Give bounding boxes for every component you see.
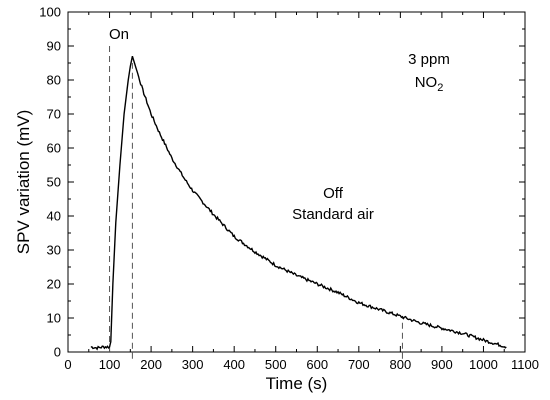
y-tick-label: 80 bbox=[47, 73, 61, 88]
y-tick-labels: 0 10 20 30 40 50 60 70 80 90 100 bbox=[39, 5, 61, 360]
x-tick-label: 500 bbox=[265, 357, 287, 372]
series-line-spv bbox=[90, 55, 507, 351]
y-tick-label: 50 bbox=[47, 175, 61, 190]
annotation-gas-subscript: 2 bbox=[437, 82, 443, 94]
event-markers bbox=[109, 46, 403, 359]
x-tick-label: 100 bbox=[99, 357, 121, 372]
y-tick-label: 20 bbox=[47, 277, 61, 292]
y-axis-title: SPV variation (mV) bbox=[14, 110, 33, 255]
x-tick-label: 1000 bbox=[469, 357, 498, 372]
x-axis-title: Time (s) bbox=[266, 374, 328, 393]
annotation-gas: NO2 bbox=[415, 74, 444, 94]
x-tick-label: 900 bbox=[431, 357, 453, 372]
y-tick-label: 100 bbox=[39, 5, 61, 20]
y-tick-label: 40 bbox=[47, 209, 61, 224]
annotation-off: Off bbox=[323, 185, 344, 202]
x-tick-label: 400 bbox=[223, 357, 245, 372]
y-tick-label: 0 bbox=[54, 345, 61, 360]
x-tick-label: 200 bbox=[140, 357, 162, 372]
annotation-concentration: 3 ppm bbox=[408, 51, 450, 68]
y-tick-label: 70 bbox=[47, 107, 61, 122]
x-tick-label: 600 bbox=[306, 357, 328, 372]
x-tick-label: 700 bbox=[348, 357, 370, 372]
x-tick-label: 1100 bbox=[511, 357, 539, 372]
y-tick-label: 60 bbox=[47, 141, 61, 156]
x-tick-labels: 0 100 200 300 400 500 600 700 800 900 1000 1100 bbox=[64, 357, 539, 372]
plot-frame bbox=[67, 11, 526, 353]
x-tick-label: 800 bbox=[390, 357, 412, 372]
axis-ticks bbox=[67, 11, 526, 353]
annotation-on: On bbox=[109, 26, 129, 43]
x-tick-label: 300 bbox=[182, 357, 204, 372]
annotation-standard-air: Standard air bbox=[292, 206, 374, 223]
annotation-gas-base: NO bbox=[415, 74, 438, 91]
x-tick-label: 0 bbox=[64, 357, 71, 372]
y-tick-label: 10 bbox=[47, 311, 61, 326]
y-tick-label: 30 bbox=[47, 243, 61, 258]
y-tick-label: 90 bbox=[47, 39, 61, 54]
